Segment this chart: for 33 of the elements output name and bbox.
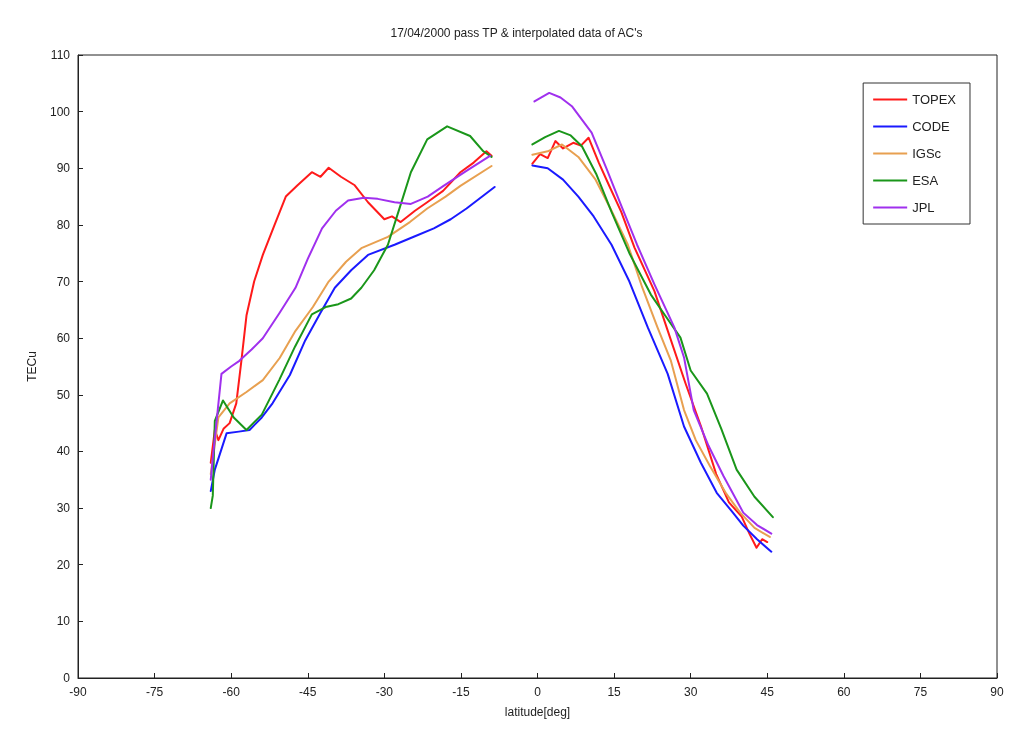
x-tick-label: 75	[913, 685, 928, 699]
legend-label: JPL	[912, 200, 935, 215]
y-tick-label: 70	[56, 274, 71, 289]
y-tick-label: 40	[56, 444, 71, 459]
y-tick-label: 10	[56, 614, 71, 629]
legend-label: CODE	[912, 119, 951, 134]
x-tick-label: 15	[607, 685, 622, 699]
y-tick-label: 100	[49, 104, 71, 119]
x-tick-label: -45	[299, 685, 317, 699]
y-tick-label: 60	[56, 331, 71, 346]
y-tick-label: 80	[56, 217, 71, 232]
y-tick-label: 0	[63, 671, 71, 685]
x-tick-label: -90	[69, 685, 87, 699]
legend-label: IGSc	[912, 146, 942, 161]
legend-label: TOPEX	[912, 92, 957, 107]
x-tick-label: 60	[837, 685, 851, 699]
y-tick-label: 90	[56, 161, 71, 176]
chart-title: 17/04/2000 pass TP & interpolated data of AC's	[390, 26, 643, 40]
x-tick-label: -30	[375, 685, 394, 699]
y-tick-label: 20	[56, 557, 71, 572]
y-axis-title: TECu	[25, 351, 39, 382]
x-tick-label: 90	[990, 685, 1004, 699]
y-tick-label: 30	[56, 501, 71, 516]
legend-label: ESA	[912, 173, 939, 188]
x-tick-label: 45	[760, 685, 775, 699]
x-axis-title: latitude[deg]	[504, 705, 571, 719]
x-tick-label: -60	[222, 685, 241, 699]
y-tick-label: 50	[56, 387, 71, 402]
x-tick-label: 30	[683, 685, 698, 699]
x-tick-label: 0	[534, 685, 542, 699]
y-tick-label: 110	[50, 48, 71, 62]
x-tick-label: -75	[145, 685, 164, 699]
x-tick-label: -15	[452, 685, 470, 699]
